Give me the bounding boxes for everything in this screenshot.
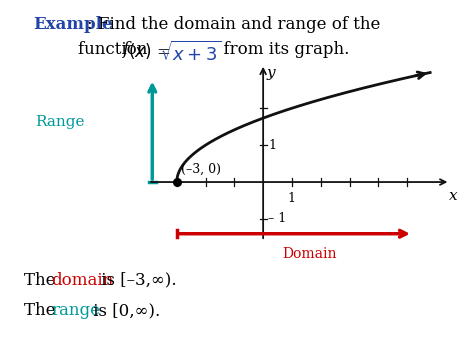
Text: : Find the domain and range of the: : Find the domain and range of the [87,16,380,33]
Text: is [–3,∞).: is [–3,∞). [96,272,176,289]
Text: The: The [24,272,61,289]
Text: 1: 1 [268,138,276,152]
Text: range: range [51,302,100,320]
Text: y: y [266,66,275,80]
Text: from its graph.: from its graph. [213,41,350,58]
Text: – 1: – 1 [268,212,287,225]
Text: (–3, 0): (–3, 0) [181,162,221,175]
Text: 1: 1 [288,192,296,206]
Text: f: f [122,41,128,58]
Text: The: The [24,302,61,320]
Text: domain: domain [51,272,113,289]
Text: $\sqrt{x+3}$: $\sqrt{x+3}$ [160,41,221,65]
Text: Domain: Domain [282,247,337,261]
Text: Range: Range [36,115,85,130]
Text: $(x)$ =: $(x)$ = [128,41,172,61]
Text: function: function [78,41,153,58]
Text: x: x [449,189,457,203]
Text: is [0,∞).: is [0,∞). [88,302,160,320]
Text: Example: Example [33,16,113,33]
